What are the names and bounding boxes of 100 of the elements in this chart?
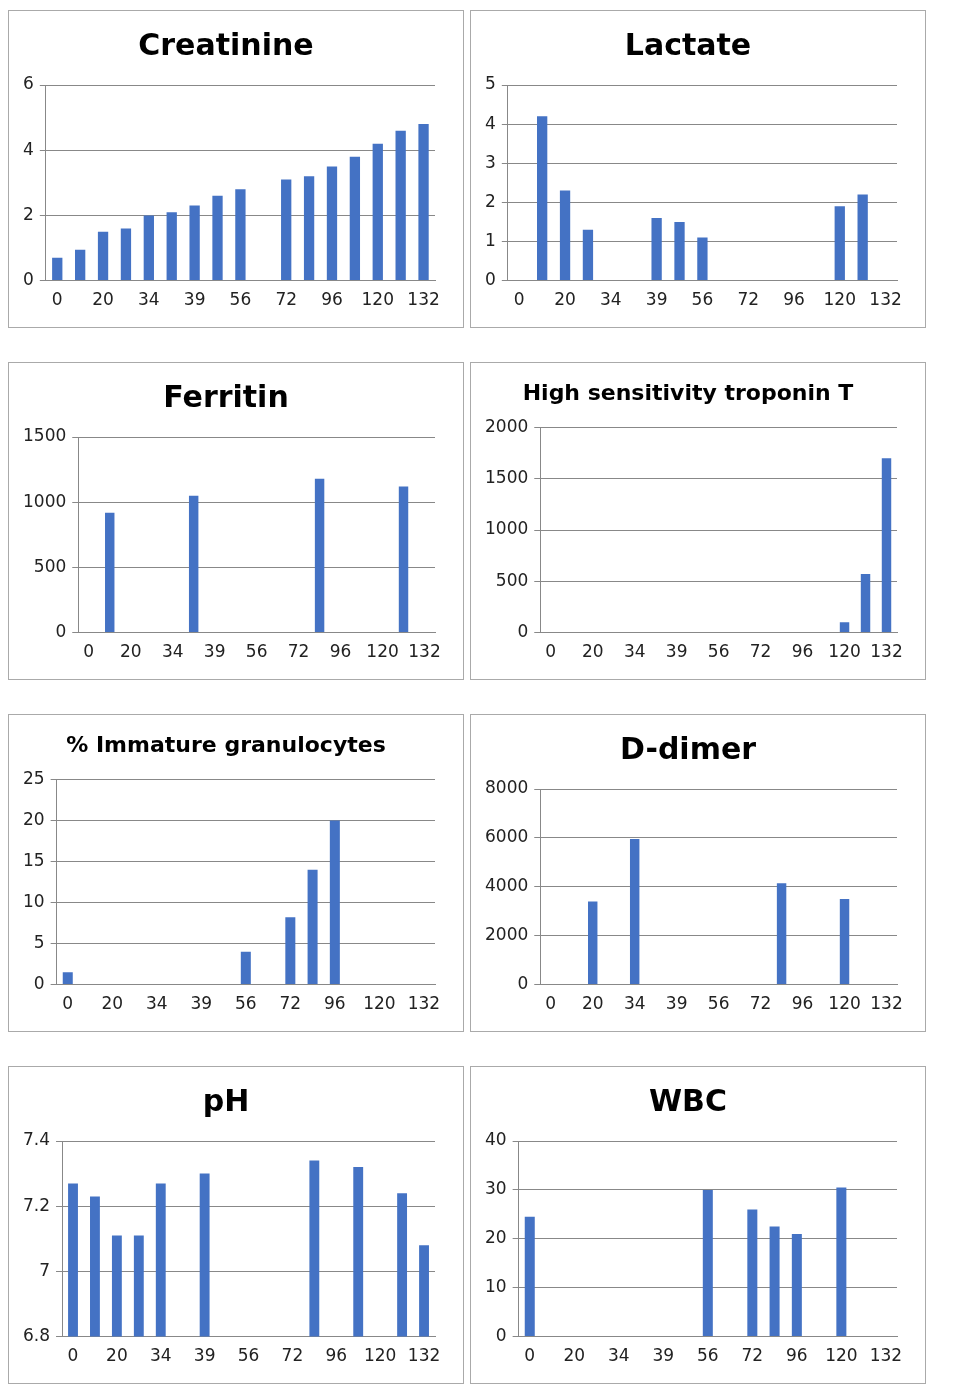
bar xyxy=(860,574,871,633)
x-tick-label: 120 xyxy=(828,993,861,1014)
bar xyxy=(537,116,548,281)
y-tick-label: 15 xyxy=(22,849,45,870)
x-tick-label: 132 xyxy=(407,1345,441,1366)
x-tick-label: 132 xyxy=(407,993,441,1014)
y-tick-label: 4000 xyxy=(485,875,529,896)
y-tick-label: 2 xyxy=(484,190,496,211)
y-tick-label: 6 xyxy=(22,73,34,94)
x-tick-label: 34 xyxy=(607,1345,630,1366)
y-tick-label: 10 xyxy=(22,890,45,911)
x-tick-label: 34 xyxy=(600,289,622,310)
y-tick-label: 1500 xyxy=(485,467,529,488)
bar xyxy=(582,229,594,281)
chart-title: pH xyxy=(202,1082,250,1118)
x-tick-label: 20 xyxy=(106,1345,128,1366)
chart-title: D-dimer xyxy=(619,730,757,766)
y-tick-label: 6.8 xyxy=(22,1325,51,1346)
chart-title: % Immature granulocytes xyxy=(66,731,386,757)
x-tick-label: 20 xyxy=(581,641,604,662)
y-tick-label: 1000 xyxy=(485,518,529,539)
x-tick-label: 39 xyxy=(652,1345,675,1366)
x-tick-label: 120 xyxy=(825,1345,858,1366)
y-tick-label: 2000 xyxy=(485,924,529,945)
bar xyxy=(524,1216,535,1337)
chart-title: Ferritin xyxy=(163,378,289,414)
x-tick-label: 132 xyxy=(869,1345,903,1366)
bar xyxy=(372,143,383,281)
bar xyxy=(314,478,325,633)
bar xyxy=(559,190,571,281)
x-tick-label: 56 xyxy=(229,289,252,310)
y-tick-label: 20 xyxy=(484,1227,507,1248)
bar xyxy=(857,194,868,281)
x-tick-label: 72 xyxy=(281,1345,304,1366)
bar xyxy=(839,899,850,985)
y-tick-label: 30 xyxy=(484,1178,507,1199)
y-tick-label: 0 xyxy=(517,973,529,994)
y-tick-label: 500 xyxy=(495,569,529,590)
x-tick-label: 34 xyxy=(138,289,160,310)
x-tick-label: 0 xyxy=(83,641,95,662)
y-tick-label: 0 xyxy=(517,621,529,642)
chart-title: Creatinine xyxy=(138,26,314,62)
y-tick-label: 0 xyxy=(495,1325,507,1346)
bar xyxy=(747,1209,758,1337)
y-tick-label: 0 xyxy=(33,973,45,994)
x-tick-label: 56 xyxy=(235,993,257,1014)
x-tick-label: 34 xyxy=(623,641,646,662)
x-tick-label: 72 xyxy=(749,993,772,1014)
x-tick-label: 34 xyxy=(161,641,184,662)
x-tick-label: 120 xyxy=(361,289,394,310)
y-tick-label: 40 xyxy=(484,1129,507,1150)
y-tick-label: 25 xyxy=(22,767,45,788)
x-tick-label: 96 xyxy=(786,1345,808,1366)
bar xyxy=(651,218,662,281)
x-tick-label: 72 xyxy=(275,289,298,310)
x-tick-label: 56 xyxy=(707,993,730,1014)
bar xyxy=(189,205,200,281)
x-tick-label: 96 xyxy=(329,641,352,662)
bar xyxy=(836,1187,847,1337)
x-tick-label: 96 xyxy=(791,993,814,1014)
bar xyxy=(398,486,409,633)
bar xyxy=(281,179,292,281)
x-tick-label: 96 xyxy=(791,641,814,662)
bar xyxy=(881,458,892,633)
y-tick-label: 8000 xyxy=(485,777,529,798)
y-tick-label: 10 xyxy=(484,1276,507,1297)
bar xyxy=(143,215,154,281)
x-tick-label: 132 xyxy=(407,289,440,310)
y-tick-label: 5 xyxy=(484,73,496,94)
x-tick-label: 34 xyxy=(145,993,168,1014)
x-tick-label: 120 xyxy=(366,641,399,662)
y-tick-label: 1 xyxy=(484,229,496,250)
bar xyxy=(235,189,246,281)
y-tick-label: 7.4 xyxy=(22,1129,51,1150)
y-tick-label: 2 xyxy=(22,203,34,224)
y-tick-label: 4 xyxy=(22,138,34,159)
x-tick-label: 132 xyxy=(870,993,903,1014)
bar xyxy=(776,883,787,985)
y-tick-label: 0 xyxy=(22,269,34,290)
bar xyxy=(105,512,115,633)
x-tick-label: 120 xyxy=(828,641,861,662)
bar xyxy=(834,206,845,281)
y-tick-label: 1000 xyxy=(23,490,67,511)
x-tick-label: 20 xyxy=(92,289,114,310)
y-tick-label: 7 xyxy=(39,1259,51,1280)
x-tick-label: 72 xyxy=(279,993,302,1014)
bar xyxy=(769,1226,780,1337)
y-tick-label: 4 xyxy=(484,112,496,133)
bar xyxy=(326,166,338,281)
bar xyxy=(791,1233,802,1337)
x-tick-label: 56 xyxy=(697,1345,719,1366)
bar xyxy=(212,195,223,281)
x-tick-label: 72 xyxy=(741,1345,764,1366)
x-tick-label: 39 xyxy=(665,993,688,1014)
x-tick-label: 56 xyxy=(707,641,730,662)
x-tick-label: 96 xyxy=(324,993,346,1014)
x-tick-label: 20 xyxy=(554,289,576,310)
x-tick-label: 72 xyxy=(287,641,310,662)
x-tick-label: 0 xyxy=(545,641,557,662)
x-tick-label: 120 xyxy=(363,1345,397,1366)
